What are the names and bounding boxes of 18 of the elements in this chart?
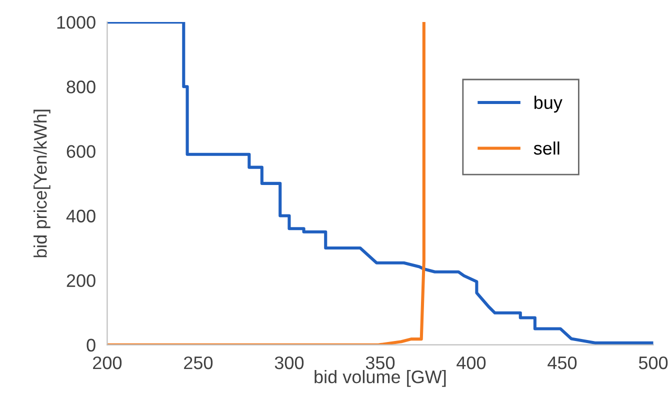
- y-tick-label: 200: [66, 274, 96, 288]
- x-tick-label: 300: [274, 356, 304, 370]
- x-tick-label: 450: [548, 356, 577, 370]
- x-tick-label: 250: [184, 356, 213, 370]
- legend-label: sell: [534, 141, 560, 155]
- y-tick-label: 800: [66, 80, 96, 94]
- line-series: [107, 22, 654, 344]
- y-tick-label: 600: [66, 145, 96, 158]
- x-tick-label: 350: [366, 356, 395, 370]
- legend-label: buy: [534, 96, 562, 113]
- y-axis-title: bid price[Yen/kWh]: [34, 110, 50, 258]
- y-tick-label: 400: [66, 210, 96, 222]
- x-tick-label: 400: [456, 356, 486, 370]
- y-tick-label: 0: [86, 338, 96, 352]
- x-tick-label: 500: [638, 356, 668, 370]
- y-tick-label: 1000: [57, 16, 96, 29]
- x-tick-label: 200: [93, 356, 122, 370]
- x-axis-title: bid volume [GW]: [314, 370, 446, 387]
